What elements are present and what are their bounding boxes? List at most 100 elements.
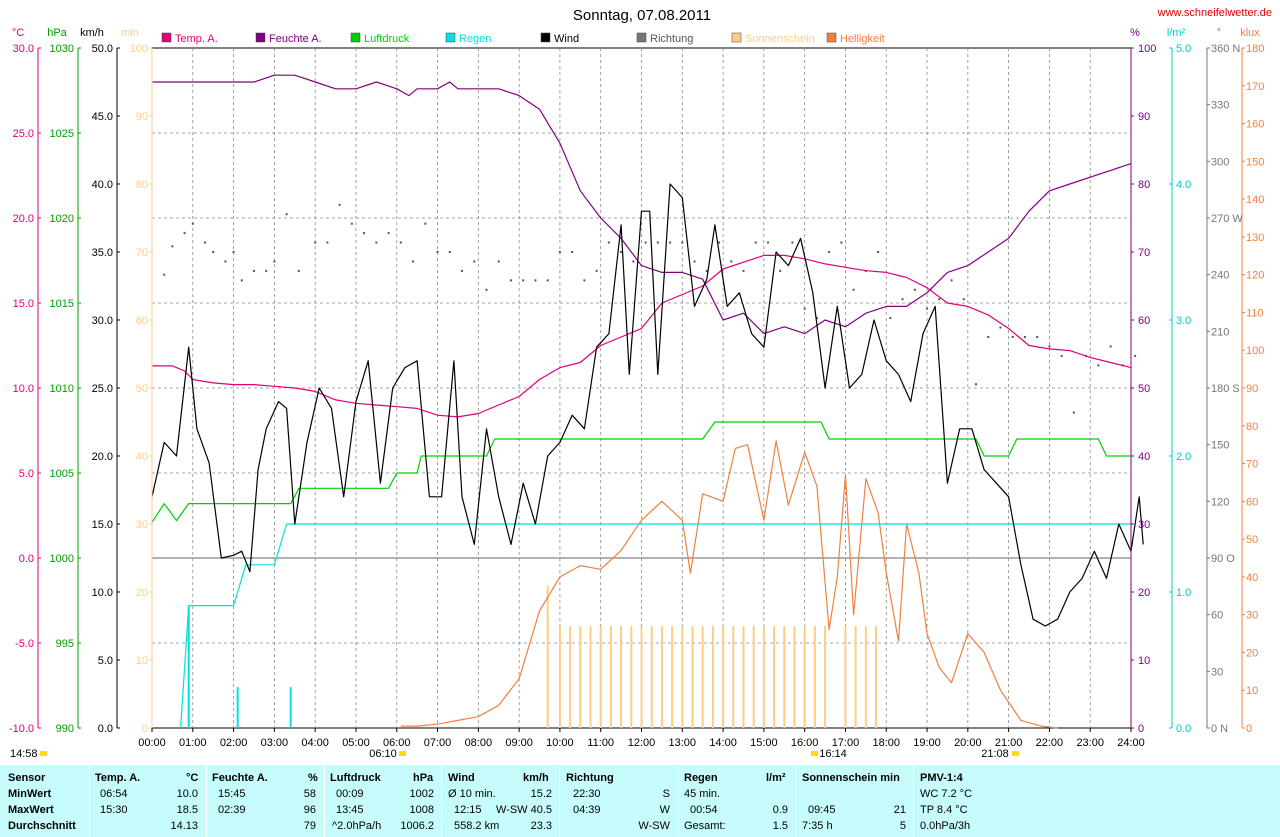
tick-label-humidity-1: 90 [1138, 111, 1150, 123]
x-tick-label-11: 11:00 [587, 737, 614, 749]
tick-label-temp-5: 5.0 [19, 468, 34, 480]
tick-label-minutes-6: 40 [136, 451, 148, 463]
max-press-value: 1008 [409, 804, 434, 816]
tick-label-rain-2: 3.0 [1176, 315, 1191, 327]
x-tick-label-20: 20:00 [954, 737, 982, 749]
tick-label-wind-5: 25.0 [92, 383, 113, 395]
direction-point-43 [669, 241, 672, 244]
axis-unit-rain: l/m² [1167, 27, 1186, 39]
direction-point-42 [656, 241, 659, 244]
min-dir-value: S [662, 788, 670, 800]
x-tick-label-19: 19:00 [913, 737, 941, 749]
max-wind-time: 12:15 [454, 804, 482, 816]
tick-label-rain-3: 2.0 [1176, 451, 1191, 463]
direction-dots [163, 203, 1137, 414]
tick-label-minutes-5: 50 [136, 383, 148, 395]
tick-label-direction-5: 210 [1211, 326, 1229, 338]
min-wind-time: Ø 10 min. [448, 788, 496, 800]
tick-label-direction-3: 270 W [1211, 213, 1243, 225]
tick-label-pressure-2: 1020 [50, 213, 74, 225]
tick-label-humidity-8: 20 [1138, 587, 1150, 599]
tick-label-klux-11: 70 [1246, 459, 1258, 471]
min-humid-value: 58 [303, 788, 316, 800]
direction-point-63 [913, 288, 916, 291]
pmv-tp: TP 8.4 °C [920, 804, 968, 816]
max-rain-value: 0.9 [772, 804, 788, 816]
stats-header-rain-unit: l/m² [766, 772, 786, 784]
tick-label-humidity-5: 50 [1138, 383, 1150, 395]
direction-point-81 [1134, 354, 1137, 357]
direction-point-12 [285, 213, 288, 216]
tick-label-klux-16: 20 [1246, 647, 1258, 659]
x-tick-label-7: 07:00 [424, 737, 452, 749]
tick-label-pressure-4: 1010 [50, 383, 74, 395]
max-wind-value: 40.5 [530, 804, 552, 816]
direction-point-4 [204, 241, 207, 244]
site-link[interactable]: www.schneifelwetter.de [1157, 7, 1272, 19]
direction-point-27 [473, 260, 476, 263]
direction-point-60 [877, 251, 880, 253]
max-wind-direction: W-SW [496, 804, 528, 816]
direction-point-29 [497, 260, 500, 263]
tick-label-pressure-5: 1005 [50, 468, 74, 480]
max-temp-time: 15:30 [100, 804, 128, 816]
x-tick-label-1: 01:00 [179, 737, 207, 749]
tick-label-minutes-10: 0 [142, 723, 148, 735]
stats-header-press: Luftdruck [330, 772, 381, 784]
direction-point-40 [632, 260, 635, 263]
tick-label-pressure-3: 1015 [50, 298, 74, 310]
tick-label-klux-0: 180 [1246, 43, 1264, 55]
direction-point-6 [224, 260, 227, 263]
tick-label-direction-9: 90 O [1211, 553, 1235, 565]
direction-point-36 [583, 279, 586, 282]
tick-label-klux-1: 170 [1246, 81, 1264, 93]
legend-label-0: Temp. A. [175, 33, 218, 45]
max-dir-value: W [659, 804, 670, 816]
direction-point-23 [424, 222, 427, 225]
tick-label-klux-7: 110 [1246, 307, 1264, 319]
sunset-icon [1012, 751, 1019, 756]
direction-point-68 [974, 383, 977, 386]
stats-header-rain: Regen [684, 772, 718, 784]
rain-total-value: 1.5 [772, 820, 788, 832]
direction-point-7 [232, 251, 235, 253]
direction-point-37 [595, 269, 598, 272]
tick-label-temp-7: -5.0 [15, 638, 34, 650]
axis-unit-pressure: hPa [47, 27, 67, 39]
direction-point-11 [273, 260, 276, 263]
direction-point-38 [607, 241, 610, 244]
min-humid-time: 15:45 [218, 788, 246, 800]
tick-label-minutes-2: 80 [136, 179, 148, 191]
legend-label-5: Richtung [650, 33, 693, 45]
legend-swatch-5 [636, 32, 647, 43]
tick-label-pressure-7: 995 [56, 638, 74, 650]
stats-header-wind: Wind [448, 772, 475, 784]
x-tick-label-2: 02:00 [220, 737, 248, 749]
sunshine-bars [546, 585, 878, 728]
direction-point-52 [779, 269, 782, 272]
direction-point-19 [375, 241, 378, 244]
stats-header-humid-unit: % [308, 772, 318, 784]
x-tick-label-15: 15:00 [750, 737, 778, 749]
tick-label-humidity-2: 80 [1138, 179, 1150, 191]
direction-point-71 [1011, 336, 1014, 338]
direction-point-35 [571, 251, 574, 253]
axis-unit-klux: klux [1240, 27, 1260, 39]
tick-label-klux-9: 90 [1246, 383, 1258, 395]
min-rain-time: 45 min. [684, 788, 721, 800]
direction-point-53 [791, 241, 794, 244]
min-temp-value: 10.0 [176, 788, 198, 800]
tick-label-klux-3: 150 [1246, 156, 1264, 168]
direction-point-14 [314, 241, 317, 244]
tick-label-direction-7: 150 [1211, 440, 1229, 452]
series-line-temp-a- [152, 254, 1132, 418]
tick-label-klux-13: 50 [1246, 534, 1258, 546]
x-tick-label-24: 24:00 [1117, 737, 1145, 749]
tick-label-rain-1: 4.0 [1176, 179, 1191, 191]
axis-unit-temp: °C [12, 27, 24, 39]
avg-wind-distance: 558.2 km [454, 820, 500, 832]
avg-humid-value: 79 [303, 820, 316, 832]
series-line-feuchte-a- [152, 74, 1132, 335]
legend: Temp. A. Feuchte A. Luftdruck Regen Wind Rich… [161, 32, 885, 45]
tick-label-pressure-0: 1030 [50, 43, 74, 55]
